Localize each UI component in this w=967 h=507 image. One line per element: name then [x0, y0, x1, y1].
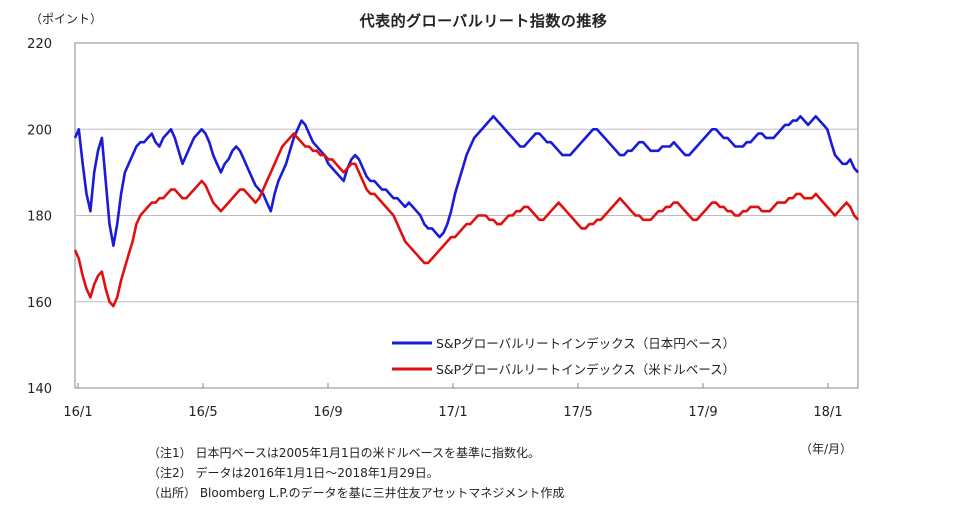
x-tick-label: 16/5 [188, 405, 217, 420]
footnotes: （注1） 日本円ベースは2005年1月1日の米ドルベースを基準に指数化。 （注2… [148, 443, 564, 503]
axis-layer: 140 160 180 200 220 16/1 16/5 16/9 17/1 17/5 17/9 1… [27, 37, 842, 420]
y-axis-unit-label: （ポイント） [30, 12, 103, 26]
legend-label-1: S&Pグローバルリートインデックス（米ドルベース） [436, 362, 735, 377]
y-tick-label: 220 [27, 37, 52, 52]
grid-layer [74, 42, 859, 389]
x-tick-label: 16/1 [63, 405, 92, 420]
y-tick-label: 160 [27, 296, 52, 311]
x-axis-unit-label: （年/月） [800, 442, 853, 456]
series-line-1 [73, 132, 859, 308]
x-tick-label: 17/1 [438, 405, 467, 420]
footnote-2: （注2） データは2016年1月1日～2018年1月29日。 [148, 466, 439, 480]
legend-label-0: S&Pグローバルリートインデックス（日本円ベース） [436, 336, 735, 351]
x-tick-label: 16/9 [313, 405, 342, 420]
y-tick-label: 200 [27, 123, 52, 138]
series-line-0 [73, 115, 859, 247]
series-layer [73, 115, 859, 308]
x-tick-label: 17/5 [563, 405, 592, 420]
legend: S&Pグローバルリートインデックス（日本円ベース） S&Pグローバルリートインデッ… [392, 336, 735, 377]
footnote-1: （注1） 日本円ベースは2005年1月1日の米ドルベースを基準に指数化。 [148, 446, 541, 460]
x-tick-label: 17/9 [688, 405, 717, 420]
footnote-3: （出所） Bloomberg L.P.のデータを基に三井住友アセットマネジメント… [148, 486, 565, 500]
chart-title: 代表的グローバルリート指数の推移 [359, 12, 608, 30]
y-tick-label: 140 [27, 382, 52, 397]
y-tick-label: 180 [27, 210, 52, 225]
x-tick-label: 18/1 [813, 405, 842, 420]
